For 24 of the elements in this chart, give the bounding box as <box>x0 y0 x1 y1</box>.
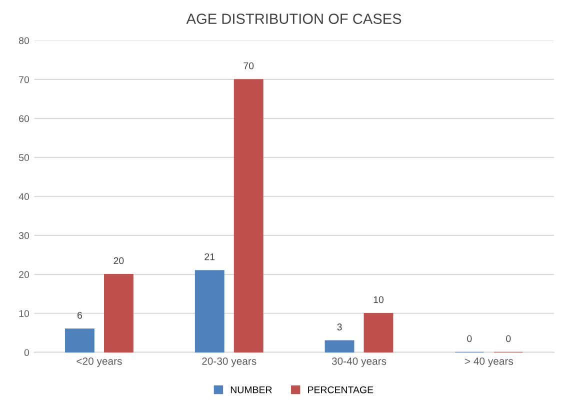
y-tick-label: 30 <box>18 232 30 240</box>
y-tick-label: 80 <box>19 37 30 44</box>
x-tick-label: 20-30 years <box>202 357 256 367</box>
y-tick-label: 20 <box>19 271 30 278</box>
y-tick-label: 10 <box>19 310 30 317</box>
data-label: 3 <box>337 324 342 330</box>
x-tick-label: <20 years <box>76 357 122 367</box>
data-label: 0 <box>506 335 511 342</box>
y-tick-label: 0 <box>24 349 30 356</box>
data-label: 20 <box>114 257 124 264</box>
chart-title: AGE DISTRIBUTION OF CASES <box>186 14 402 24</box>
legend-label: NUMBER <box>230 386 272 394</box>
data-label: 6 <box>78 312 82 319</box>
x-tick-label: > 40 years <box>464 357 514 367</box>
y-tick-label: 60 <box>19 115 30 122</box>
data-label: 0 <box>467 335 472 342</box>
x-tick-label: 30-40 years <box>332 357 386 367</box>
y-tick-label: 40 <box>18 193 30 200</box>
y-tick-label: 50 <box>18 154 30 162</box>
legend-label: PERCENTAGE <box>308 386 374 394</box>
data-label: 70 <box>244 62 254 70</box>
data-label: 21 <box>204 253 215 260</box>
y-tick-label: 70 <box>19 76 30 84</box>
data-label: 10 <box>374 296 384 304</box>
